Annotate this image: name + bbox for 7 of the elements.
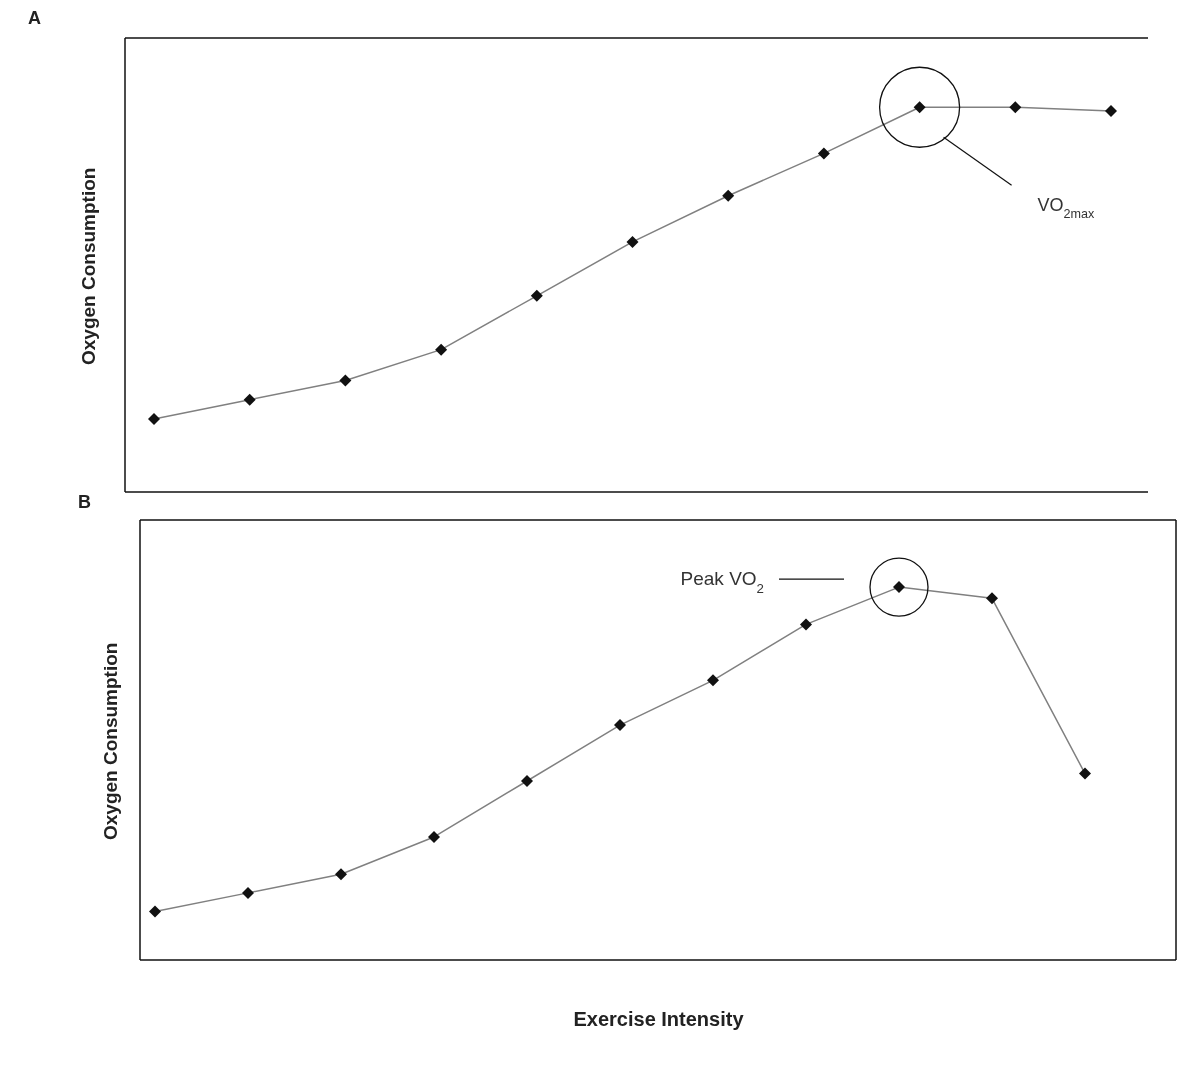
- annotation: VO$_{2max}$: [1037, 195, 1096, 222]
- y-axis-title: Oxygen Consumption: [100, 641, 122, 843]
- annotation: Peak VO$_{2}$: [680, 568, 764, 596]
- chart-title: B: [78, 492, 91, 513]
- y-axis-title: Oxygen Consumption: [78, 167, 99, 366]
- chart-title: A: [28, 8, 41, 29]
- x-axis-title: Exercise Intensity: [572, 1008, 745, 1031]
